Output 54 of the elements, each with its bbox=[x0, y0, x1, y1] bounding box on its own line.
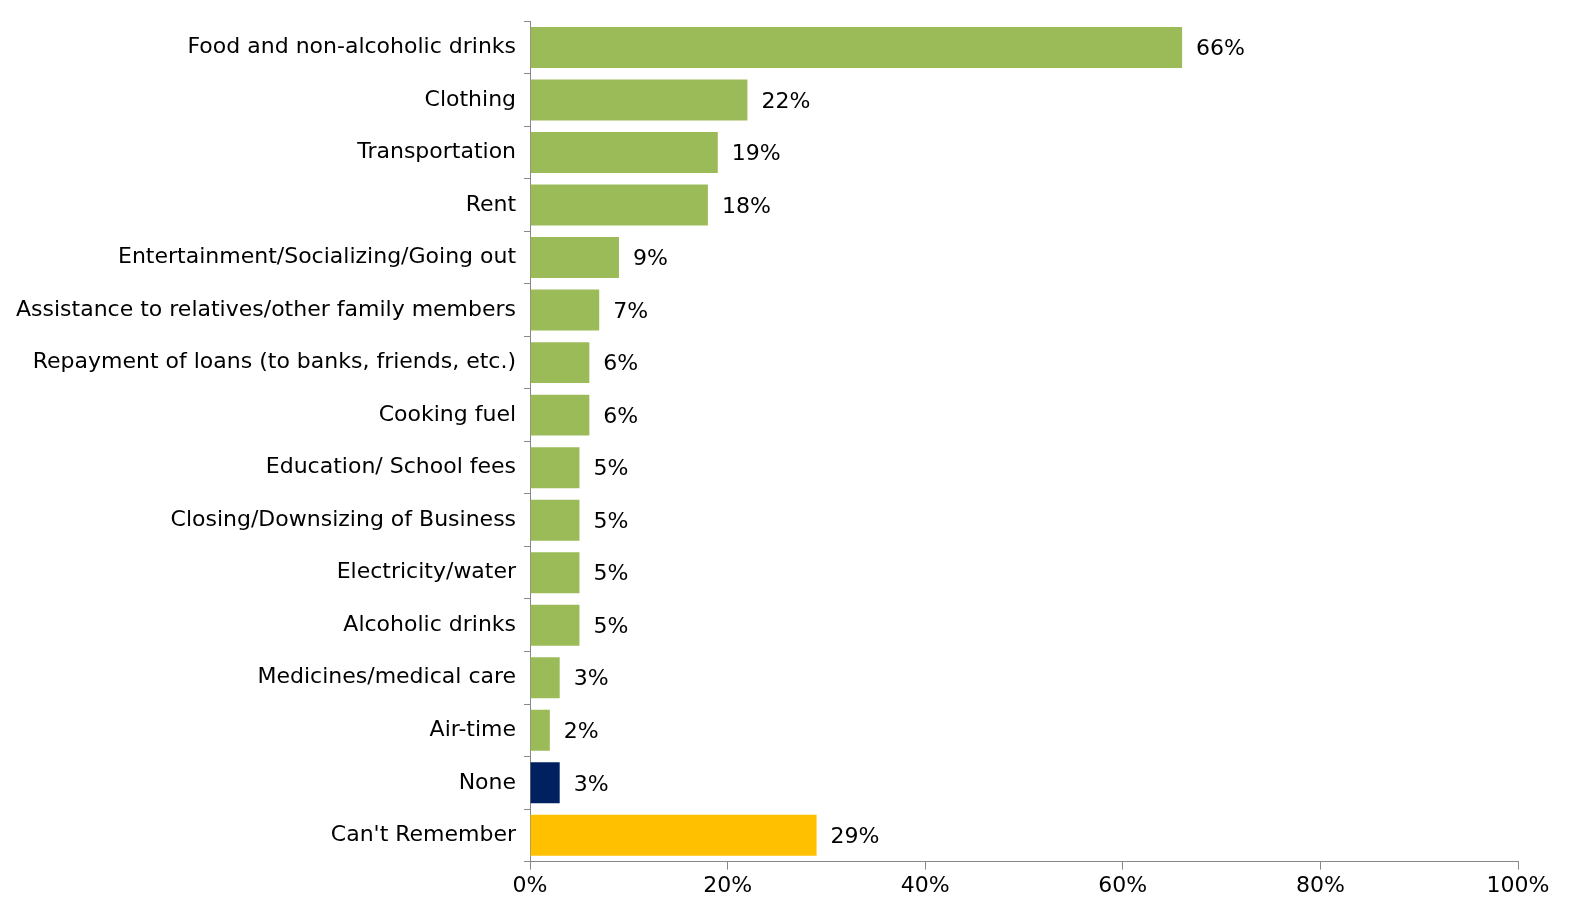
data-label: 5% bbox=[593, 507, 629, 533]
bar bbox=[530, 132, 718, 173]
data-label: 6% bbox=[603, 402, 639, 428]
data-label: 3% bbox=[573, 770, 609, 796]
x-tick-label: 0% bbox=[512, 871, 548, 897]
data-label: 66% bbox=[1196, 35, 1246, 61]
y-tick-label: Repayment of loans (to banks, friends, etc.) bbox=[32, 348, 517, 374]
data-label: 29% bbox=[830, 823, 880, 849]
bar bbox=[530, 342, 590, 384]
x-tick-label: 60% bbox=[1098, 871, 1148, 897]
y-tick-label: Entertainment/Socializing/Going out bbox=[118, 243, 517, 269]
y-tick-label: Closing/Downsizing of Business bbox=[170, 505, 517, 531]
bar bbox=[530, 709, 550, 751]
bar bbox=[530, 394, 590, 436]
y-tick-label: Alcoholic drinks bbox=[343, 610, 517, 636]
x-tick-label: 20% bbox=[703, 871, 753, 897]
data-label: 5% bbox=[593, 612, 629, 638]
bar bbox=[530, 237, 619, 279]
x-tick-label: 40% bbox=[900, 871, 950, 897]
bar bbox=[530, 657, 560, 699]
data-label: 9% bbox=[632, 245, 668, 271]
y-tick-label: Can't Remember bbox=[330, 821, 518, 847]
y-tick-label: Assistance to relatives/other family members bbox=[16, 295, 517, 321]
x-tick-label: 80% bbox=[1295, 871, 1345, 897]
bar bbox=[530, 26, 1183, 68]
data-label: 2% bbox=[563, 718, 599, 744]
y-tick-label: Electricity/water bbox=[336, 558, 518, 584]
bar bbox=[530, 79, 748, 121]
y-tick-label: Clothing bbox=[424, 85, 517, 111]
data-label: 3% bbox=[573, 665, 609, 691]
y-tick-label: Rent bbox=[465, 190, 517, 216]
data-label: 7% bbox=[613, 297, 649, 323]
data-label: 5% bbox=[593, 560, 629, 586]
data-label: 18% bbox=[721, 192, 771, 218]
bar bbox=[530, 447, 580, 489]
y-tick-label: Food and non-alcoholic drinks bbox=[187, 33, 517, 59]
data-label: 6% bbox=[603, 350, 639, 376]
bar bbox=[530, 552, 580, 594]
bar bbox=[530, 762, 560, 804]
bar bbox=[530, 814, 817, 856]
bar bbox=[530, 289, 600, 331]
bar bbox=[530, 184, 708, 226]
bar bbox=[530, 604, 580, 646]
data-label: 22% bbox=[761, 87, 811, 113]
y-tick-label: Education/ School fees bbox=[265, 453, 517, 479]
y-tick-label: Transportation bbox=[356, 138, 517, 164]
bar bbox=[530, 499, 580, 541]
y-tick-label: Cooking fuel bbox=[378, 400, 517, 426]
x-tick-label: 100% bbox=[1486, 871, 1550, 897]
y-tick-label: None bbox=[458, 768, 517, 794]
y-tick-label: Medicines/medical care bbox=[257, 663, 517, 689]
data-label: 5% bbox=[593, 455, 629, 481]
y-tick-label: Air-time bbox=[429, 716, 517, 742]
data-label: 19% bbox=[731, 140, 781, 166]
